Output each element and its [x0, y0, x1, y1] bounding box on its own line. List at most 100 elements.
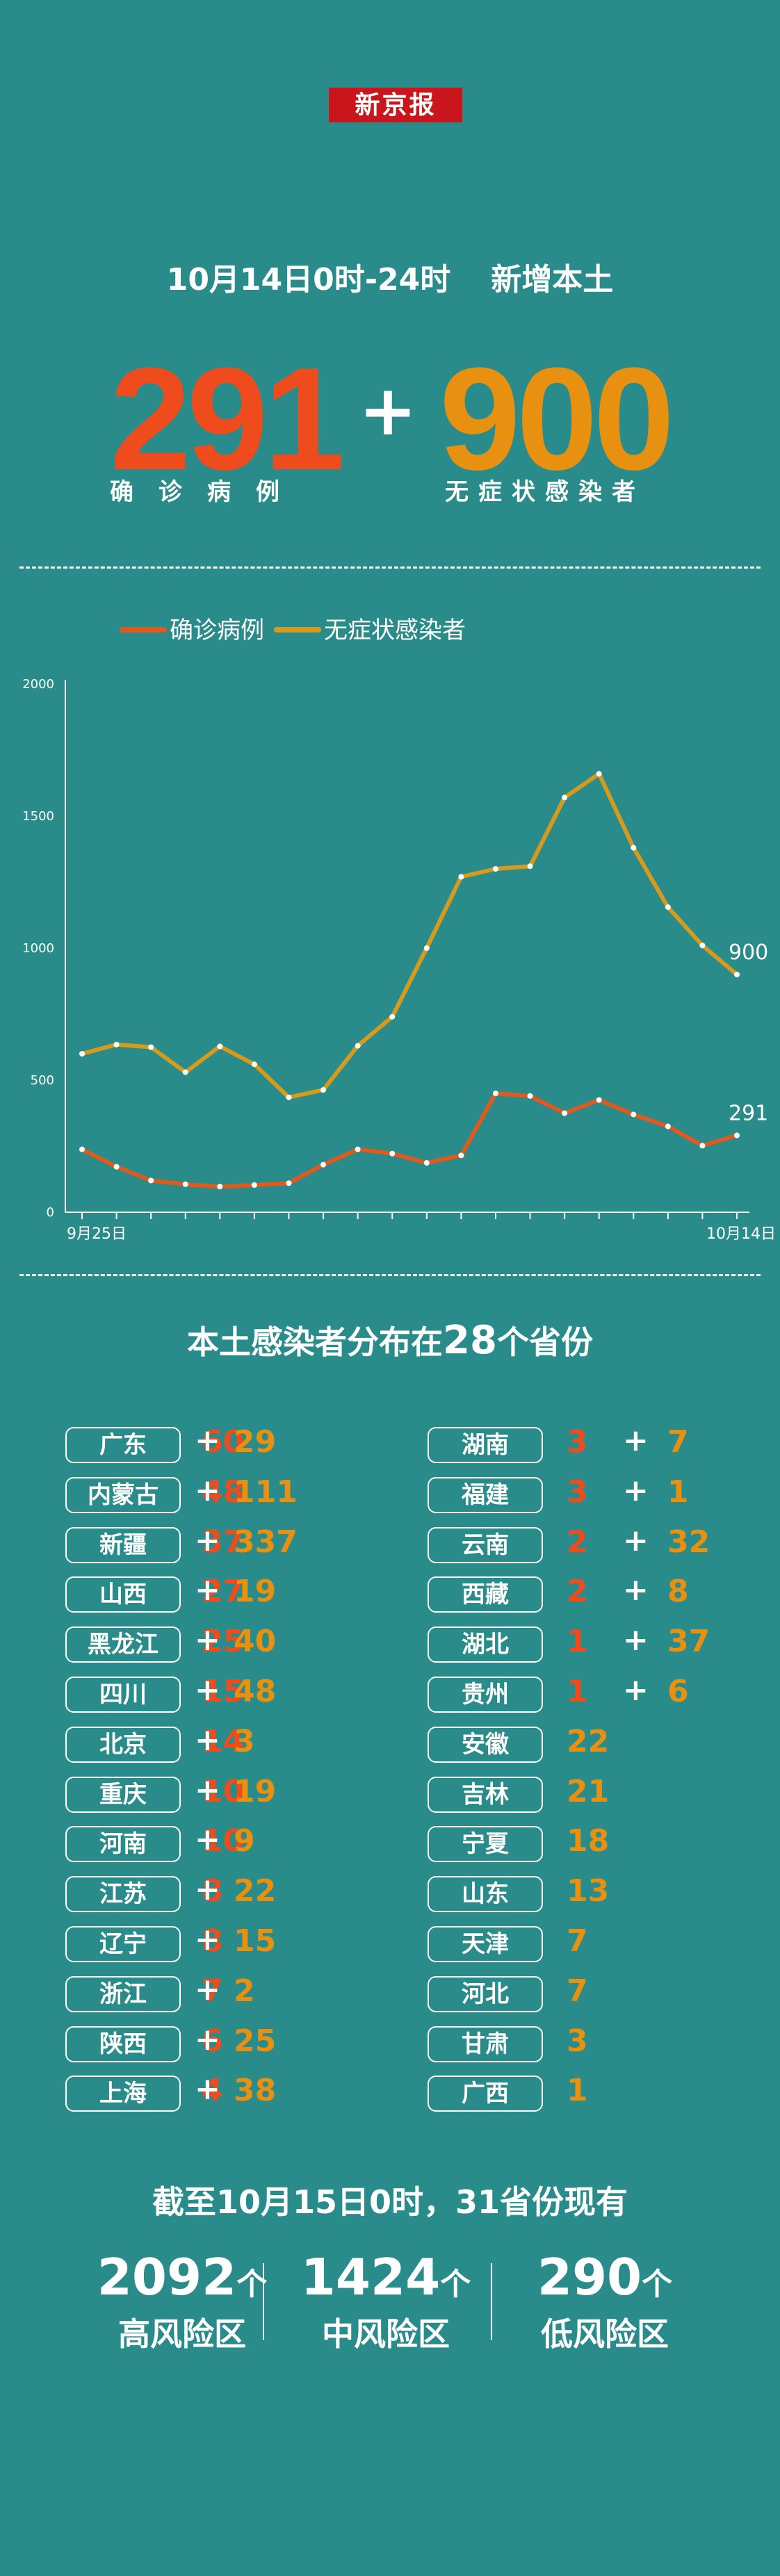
province-name: 辽宁: [65, 1926, 181, 1962]
province-plus: +: [195, 2071, 220, 2108]
province-confirmed: 15: [202, 1674, 245, 1709]
data-point: [699, 1143, 706, 1149]
province-name: 宁夏: [428, 1826, 543, 1863]
province-plus: +: [195, 1922, 220, 1957]
province-confirmed: 1: [567, 1624, 588, 1660]
data-point: [562, 1110, 568, 1116]
series-line-asymptomatic: [80, 772, 739, 1100]
province-asym: 2: [234, 1973, 255, 2009]
province-confirmed: 37: [202, 1524, 245, 1560]
province-name: 湖北: [428, 1627, 543, 1663]
risk-high-unit: 个: [236, 2267, 268, 2302]
province-asym: 7: [567, 1923, 588, 1959]
province-name: 江苏: [65, 1876, 181, 1913]
data-point: [355, 1146, 361, 1152]
data-point: [79, 1051, 85, 1057]
data-point: [527, 1093, 533, 1099]
province-confirmed: 48: [202, 1474, 245, 1510]
province-confirmed: 25: [202, 1624, 245, 1660]
data-point: [562, 794, 568, 801]
data-point: [389, 1013, 396, 1020]
data-point: [734, 1132, 740, 1139]
province-name: 重庆: [65, 1776, 181, 1813]
provinces-title-prefix: 本土感染者分布在: [187, 1323, 444, 1361]
province-plus: +: [623, 1672, 649, 1708]
province-name: 陕西: [65, 2025, 181, 2062]
province-asym: 7: [667, 1424, 689, 1460]
data-point: [79, 1146, 85, 1152]
province-name: 广东: [65, 1427, 181, 1463]
province-asym: 29: [234, 1424, 277, 1460]
province-name: 山西: [65, 1576, 181, 1613]
logo: 新京报: [329, 88, 462, 122]
province-asym: 9: [234, 1823, 255, 1859]
province-asym: 13: [567, 1873, 610, 1909]
province-name: 西藏: [428, 1576, 543, 1613]
data-point: [492, 1091, 498, 1096]
risk-mid-unit: 个: [440, 2267, 471, 2302]
province-name: 浙江: [65, 1975, 181, 2012]
data-point: [458, 1152, 464, 1159]
risk-low-label: 低风险区: [541, 2315, 669, 2353]
plus-sign: +: [359, 370, 417, 451]
province-confirmed: 10: [202, 1823, 245, 1859]
province-name: 贵州: [428, 1677, 543, 1713]
province-asym: 15: [234, 1923, 277, 1959]
risk-separator-1: [263, 2263, 264, 2340]
data-point: [217, 1043, 223, 1050]
provinces-title-suffix: 个省份: [496, 1323, 593, 1361]
province-confirmed: 7: [202, 1973, 223, 2009]
province-name: 山东: [428, 1876, 543, 1913]
province-plus: +: [195, 1772, 220, 1808]
province-confirmed: 27: [202, 1574, 245, 1610]
risk-mid-label: 中风险区: [322, 2315, 450, 2353]
data-point: [389, 1150, 396, 1157]
province-plus: +: [195, 2021, 220, 2057]
asymptomatic-label: 无症状感染者: [445, 478, 645, 506]
province-asym: 32: [667, 1524, 710, 1560]
province-plus: +: [195, 1822, 220, 1858]
risk-high: 2092个 高风险区: [78, 2248, 286, 2355]
data-point: [148, 1177, 154, 1184]
data-point: [251, 1182, 257, 1188]
legend-label: 无症状感染者: [324, 617, 466, 644]
province-name: 新疆: [65, 1526, 181, 1563]
province-plus: +: [195, 1472, 220, 1508]
province-name: 安徽: [428, 1726, 543, 1763]
province-name: 上海: [65, 2076, 181, 2112]
province-name: 云南: [428, 1526, 543, 1563]
province-asym: 22: [234, 1873, 277, 1909]
risk-separator-2: [491, 2263, 492, 2340]
data-point: [527, 863, 533, 870]
series-line-confirmed: [80, 1091, 739, 1189]
risk-high-label: 高风险区: [118, 2315, 246, 2353]
province-name: 黑龙江: [65, 1627, 181, 1663]
divider-bottom: [19, 1274, 761, 1276]
end-value-label: 900: [729, 940, 768, 965]
data-point: [665, 1123, 671, 1130]
end-value-label: 291: [729, 1101, 768, 1125]
province-plus: +: [195, 1572, 220, 1608]
province-plus: +: [195, 1622, 220, 1658]
province-asym: 8: [667, 1574, 689, 1610]
province-plus: +: [195, 1672, 220, 1708]
data-point: [148, 1044, 154, 1050]
headline-time: 10月14日0时-24时: [166, 262, 451, 297]
province-asym: 21: [567, 1773, 610, 1809]
province-name: 吉林: [428, 1776, 543, 1813]
y-tick-label: 0: [47, 1205, 54, 1220]
province-name: 湖南: [428, 1427, 543, 1463]
province-asym: 19: [234, 1574, 277, 1610]
risk-title: 截至10月15日0时，31省份现有: [152, 2183, 628, 2221]
province-asym: 7: [567, 1973, 588, 2009]
headline-label: 新增本土: [491, 262, 614, 297]
province-name: 福建: [428, 1476, 543, 1513]
province-confirmed: 8: [202, 1923, 223, 1959]
data-point: [492, 866, 498, 872]
province-asym: 1: [567, 2073, 588, 2109]
data-point: [596, 771, 602, 777]
province-asym: 48: [234, 1674, 277, 1709]
province-plus: +: [623, 1423, 649, 1458]
divider-top: [19, 566, 761, 569]
risk-low: 290个 低风险区: [501, 2248, 709, 2355]
